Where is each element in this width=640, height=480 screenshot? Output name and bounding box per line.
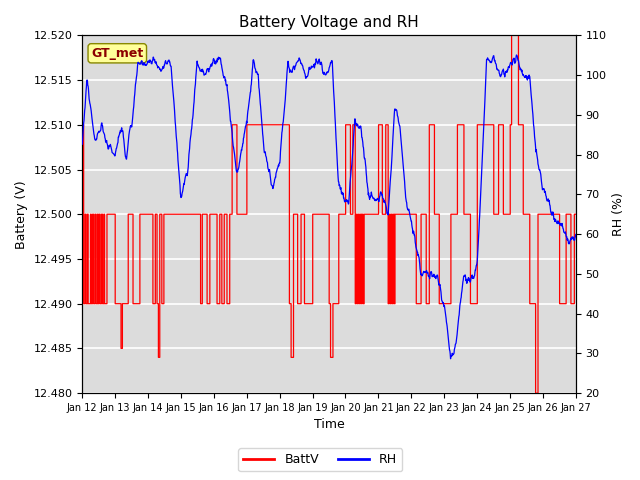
Legend: BattV, RH: BattV, RH — [238, 448, 402, 471]
X-axis label: Time: Time — [314, 419, 344, 432]
Title: Battery Voltage and RH: Battery Voltage and RH — [239, 15, 419, 30]
Y-axis label: Battery (V): Battery (V) — [15, 180, 28, 249]
Text: GT_met: GT_met — [91, 47, 143, 60]
Y-axis label: RH (%): RH (%) — [612, 192, 625, 236]
